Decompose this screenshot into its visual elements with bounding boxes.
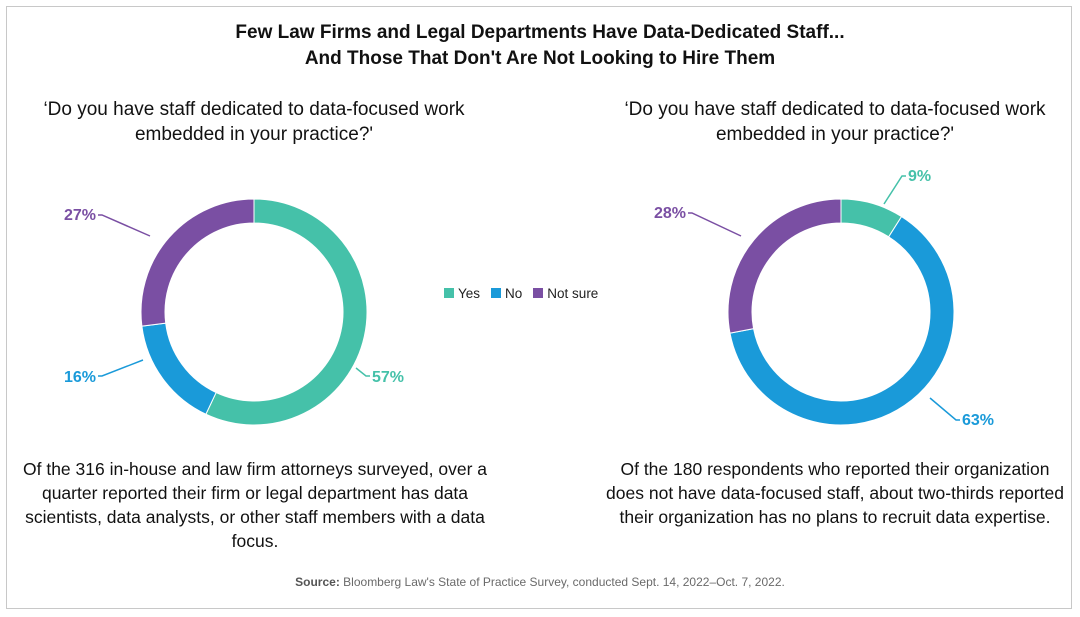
right-data-label-not-sure: 28%	[654, 205, 686, 222]
source-text: Bloomberg Law's State of Practice Survey…	[343, 575, 785, 589]
legend-swatch-not-sure	[533, 288, 544, 298]
right-chart-question: ‘Do you have staff dedicated to data-foc…	[624, 99, 1046, 145]
legend-item-yes: Yes	[444, 286, 480, 301]
legend-label-no: No	[505, 285, 523, 301]
legend-swatch-no	[491, 288, 502, 298]
source-note: Source: Bloomberg Law's State of Practic…	[0, 575, 1080, 589]
chart-title-line1: Few Law Firms and Legal Departments Have…	[235, 22, 845, 43]
left-leader-line-no	[98, 359, 144, 377]
chart-frame	[6, 6, 1072, 609]
chart-title-line2: And Those That Don't Are Not Looking to …	[304, 48, 776, 69]
right-donut-chart: 9% 63% 28%	[654, 168, 994, 429]
right-data-label-yes: 9%	[908, 168, 931, 185]
left-data-label-yes: 57%	[372, 369, 404, 386]
right-donut-slice-not-sure	[727, 198, 842, 334]
right-leader-line-yes	[883, 175, 906, 205]
left-donut-slice-not-sure	[140, 198, 255, 327]
right-donut-slice-no	[729, 215, 955, 426]
legend-item-no: No	[491, 286, 522, 301]
left-donut-chart: 57% 16% 27%	[64, 198, 404, 426]
left-chart-description: Of the 316 in-house and law firm attorne…	[23, 459, 487, 551]
left-data-label-not-sure: 27%	[64, 207, 96, 224]
legend: Yes No Not sure	[444, 285, 598, 301]
left-leader-line-not-sure	[98, 214, 151, 237]
left-data-label-no: 16%	[64, 369, 96, 386]
legend-item-not-sure: Not sure	[533, 286, 598, 301]
right-chart-description: Of the 180 respondents who reported thei…	[606, 459, 1064, 527]
legend-swatch-yes	[444, 288, 454, 298]
legend-label-yes: Yes	[458, 285, 481, 301]
left-leader-line-yes	[355, 367, 370, 377]
left-donut-slice-no	[141, 322, 217, 415]
left-chart-question: ‘Do you have staff dedicated to data-foc…	[43, 99, 465, 145]
right-leader-line-no	[929, 397, 960, 421]
legend-label-not-sure: Not sure	[547, 285, 599, 301]
right-leader-line-not-sure	[688, 212, 742, 237]
source-label: Source:	[295, 575, 340, 589]
right-data-label-no: 63%	[962, 412, 994, 429]
left-donut-slice-yes	[205, 198, 368, 426]
